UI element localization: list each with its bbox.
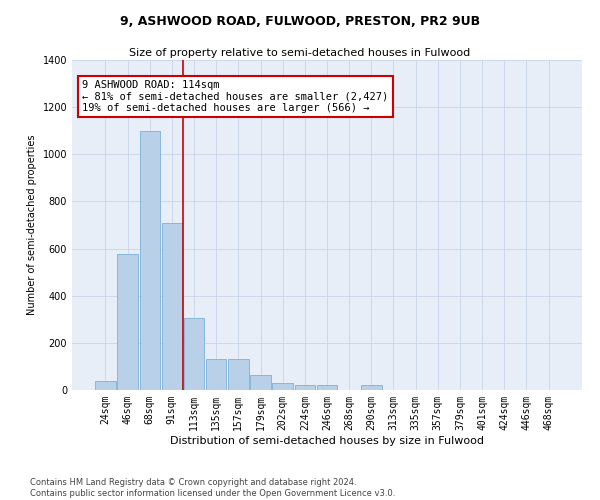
Text: Contains HM Land Registry data © Crown copyright and database right 2024.
Contai: Contains HM Land Registry data © Crown c…	[30, 478, 395, 498]
Text: 9 ASHWOOD ROAD: 114sqm
← 81% of semi-detached houses are smaller (2,427)
19% of : 9 ASHWOOD ROAD: 114sqm ← 81% of semi-det…	[82, 80, 388, 113]
Y-axis label: Number of semi-detached properties: Number of semi-detached properties	[27, 134, 37, 316]
Bar	[228, 360, 248, 390]
Bar	[317, 386, 337, 390]
Bar	[161, 222, 182, 390]
Bar	[118, 254, 138, 390]
X-axis label: Distribution of semi-detached houses by size in Fulwood: Distribution of semi-detached houses by …	[170, 436, 484, 446]
Bar	[206, 360, 226, 390]
Bar	[184, 318, 204, 390]
Bar	[140, 130, 160, 390]
Bar	[95, 380, 116, 390]
Bar	[295, 386, 315, 390]
Text: 9, ASHWOOD ROAD, FULWOOD, PRESTON, PR2 9UB: 9, ASHWOOD ROAD, FULWOOD, PRESTON, PR2 9…	[120, 15, 480, 28]
Bar	[250, 374, 271, 390]
Bar	[272, 383, 293, 390]
Text: Size of property relative to semi-detached houses in Fulwood: Size of property relative to semi-detach…	[130, 48, 470, 58]
Bar	[361, 386, 382, 390]
